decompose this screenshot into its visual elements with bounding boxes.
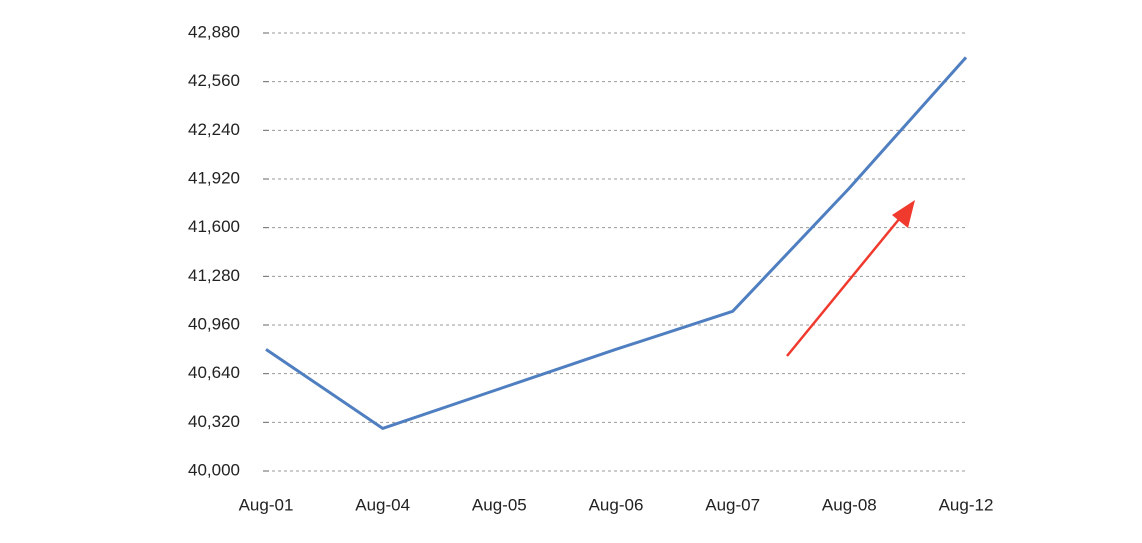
y-tick-label: 42,880	[188, 22, 240, 41]
x-tick-label: Aug-07	[705, 495, 760, 514]
y-tick-label: 41,920	[188, 168, 240, 187]
x-tick-label: Aug-06	[589, 495, 644, 514]
y-tick-label: 41,600	[188, 217, 240, 236]
y-tick-label: 40,000	[188, 460, 240, 479]
x-tick-label: Aug-08	[822, 495, 877, 514]
x-tick-label: Aug-05	[472, 495, 527, 514]
y-tick-label: 42,240	[188, 120, 240, 139]
y-tick-label: 40,320	[188, 412, 240, 431]
x-tick-label: Aug-01	[239, 495, 294, 514]
x-tick-label: Aug-12	[939, 495, 994, 514]
x-tick-label: Aug-04	[355, 495, 410, 514]
y-tick-label: 40,960	[188, 314, 240, 333]
y-tick-label: 41,280	[188, 266, 240, 285]
annotation-arrow	[786, 200, 915, 357]
y-tick-label: 42,560	[188, 71, 240, 90]
y-tick-label: 40,640	[188, 363, 240, 382]
line-series	[265, 56, 968, 430]
